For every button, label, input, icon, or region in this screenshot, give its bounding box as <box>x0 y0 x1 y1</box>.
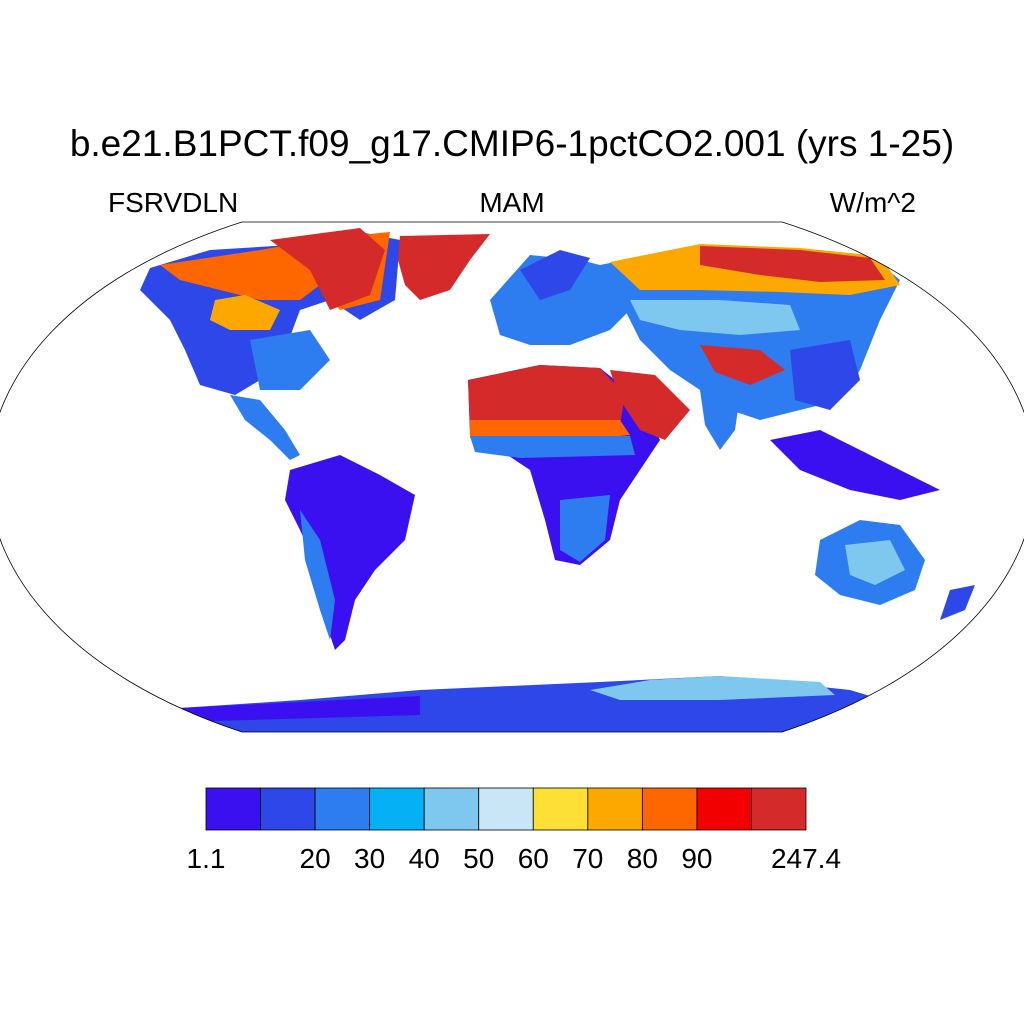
colorbar-swatch <box>696 787 752 831</box>
colorbar-tick-label: 1.1 <box>186 843 226 874</box>
central-asia <box>630 300 800 335</box>
season-label: MAM <box>479 187 545 218</box>
units-label: W/m^2 <box>829 187 916 218</box>
north-america-east <box>250 330 330 390</box>
colorbar-tick-label: 20 <box>299 843 331 874</box>
colorbar-tick-label: 60 <box>517 843 549 874</box>
map-title: b.e21.B1PCT.f09_g17.CMIP6-1pctCO2.001 (y… <box>69 123 955 164</box>
colorbar-tick-label: 90 <box>681 843 713 874</box>
variable-name: FSRVDLN <box>108 187 239 218</box>
colorbar-swatch <box>205 787 261 831</box>
map-outline <box>0 221 1024 733</box>
scandinavia <box>520 250 590 300</box>
southern-africa <box>560 495 610 562</box>
sahel-band <box>470 436 635 458</box>
colorbar-tick-label: 40 <box>408 843 440 874</box>
colorbar-tick-label: 247.4 <box>770 843 842 874</box>
colorbar-swatch <box>260 787 316 831</box>
new-zealand <box>940 585 975 620</box>
north-america-mountains <box>210 295 280 330</box>
colorbar-tick-label: 70 <box>572 843 604 874</box>
east-asia <box>790 340 860 410</box>
colorbar-swatch <box>478 787 534 831</box>
antarctica-plateau <box>590 676 835 700</box>
australia-interior <box>845 540 905 585</box>
greenland-landmass <box>398 234 490 300</box>
colorbar-tick-label: 80 <box>626 843 658 874</box>
canadian-archipelago <box>270 228 385 310</box>
india <box>700 390 740 450</box>
colorbar-swatch <box>641 787 698 831</box>
colorbar-swatch <box>423 787 480 831</box>
colorbar-swatch <box>532 787 589 831</box>
tibetan-plateau <box>700 345 785 385</box>
colorbar-swatch <box>369 787 425 831</box>
siberia-arctic-coast <box>700 246 885 282</box>
sahara-desert <box>468 365 625 432</box>
central-america-landmass <box>230 395 300 460</box>
colorbar-swatch <box>751 787 807 831</box>
arabian-peninsula <box>610 370 690 440</box>
colorbar-tick-label: 50 <box>463 843 495 874</box>
south-america-landmass <box>285 455 415 650</box>
colorbar-tick-label: 30 <box>354 843 386 874</box>
colorbar-swatch <box>587 787 643 831</box>
antarctica-coast <box>180 696 420 722</box>
colorbar-swatch <box>314 787 371 831</box>
andes-highlands <box>300 510 335 640</box>
southeast-asia <box>770 430 940 500</box>
